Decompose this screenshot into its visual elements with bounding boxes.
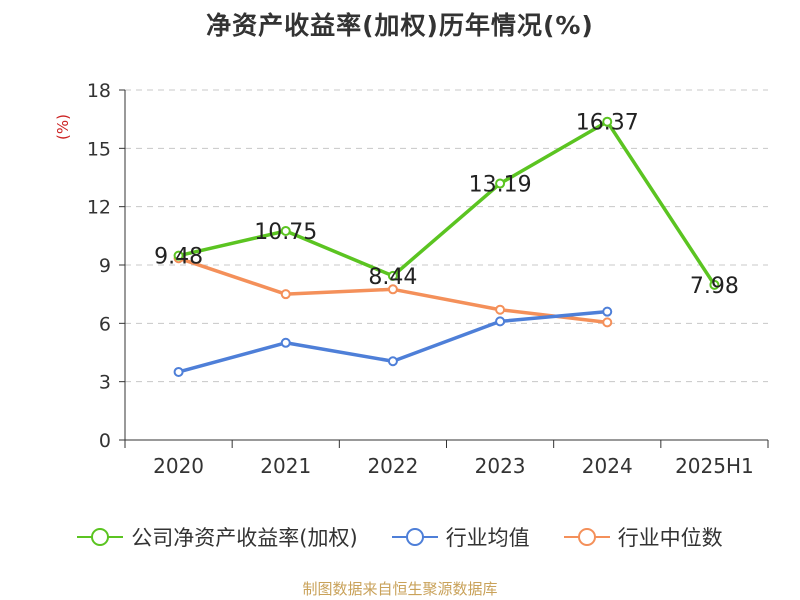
y-tick-label: 9 — [99, 255, 111, 277]
legend-item[interactable]: 公司净资产收益率(加权) — [77, 522, 358, 552]
legend-circle — [91, 528, 110, 546]
legend-circle — [577, 528, 596, 546]
data-point — [602, 116, 613, 127]
data-label: 8.44 — [368, 265, 417, 290]
y-tick-label: 3 — [99, 372, 111, 394]
legend-item[interactable]: 行业均值 — [391, 522, 530, 552]
legend-label: 行业中位数 — [617, 526, 723, 550]
y-tick-label: 6 — [99, 313, 111, 335]
series-line — [178, 119, 716, 286]
data-point — [387, 270, 398, 281]
data-point — [280, 225, 291, 236]
data-point — [280, 289, 291, 300]
legend-marker-icon — [391, 528, 438, 546]
x-tick-label: 2025H1 — [675, 454, 754, 478]
x-tick-label: 2024 — [582, 454, 633, 478]
data-point — [495, 304, 506, 315]
data-point — [173, 366, 184, 377]
y-tick-label: 12 — [87, 197, 111, 219]
x-tick-label: 2022 — [367, 454, 418, 478]
chart-title: 净资产收益率(加权)历年情况(%) — [206, 11, 594, 40]
legend-item[interactable]: 行业中位数 — [563, 522, 723, 552]
data-point — [602, 317, 613, 328]
data-label: 13.19 — [469, 173, 532, 198]
chart-legend: 公司净资产收益率(加权) 行业均值 行业中位数 — [0, 520, 800, 554]
data-point — [602, 306, 613, 317]
data-point — [709, 279, 720, 290]
data-point — [387, 284, 398, 295]
data-label: 10.75 — [254, 220, 317, 245]
x-tick-label: 2023 — [475, 454, 526, 478]
legend-circle — [405, 528, 424, 546]
y-axis-label: (%) — [54, 114, 72, 140]
y-tick-label: 18 — [87, 80, 111, 102]
legend-label: 公司净资产收益率(加权) — [131, 526, 358, 550]
data-point — [173, 250, 184, 261]
data-point — [495, 178, 506, 189]
legend-marker-icon — [77, 528, 124, 546]
data-label: 7.98 — [690, 274, 739, 299]
x-tick-label: 2020 — [153, 454, 204, 478]
data-label: 9.48 — [154, 245, 203, 270]
data-label: 16.37 — [576, 111, 639, 136]
data-point — [280, 337, 291, 348]
y-tick-label: 0 — [99, 430, 111, 452]
source-note: 制图数据来自恒生聚源数据库 — [302, 580, 498, 598]
legend-label: 行业均值 — [445, 526, 530, 550]
data-point — [387, 356, 398, 367]
legend-marker-icon — [563, 528, 610, 546]
x-tick-label: 2021 — [260, 454, 311, 478]
y-tick-label: 15 — [87, 138, 111, 160]
data-point — [495, 316, 506, 327]
